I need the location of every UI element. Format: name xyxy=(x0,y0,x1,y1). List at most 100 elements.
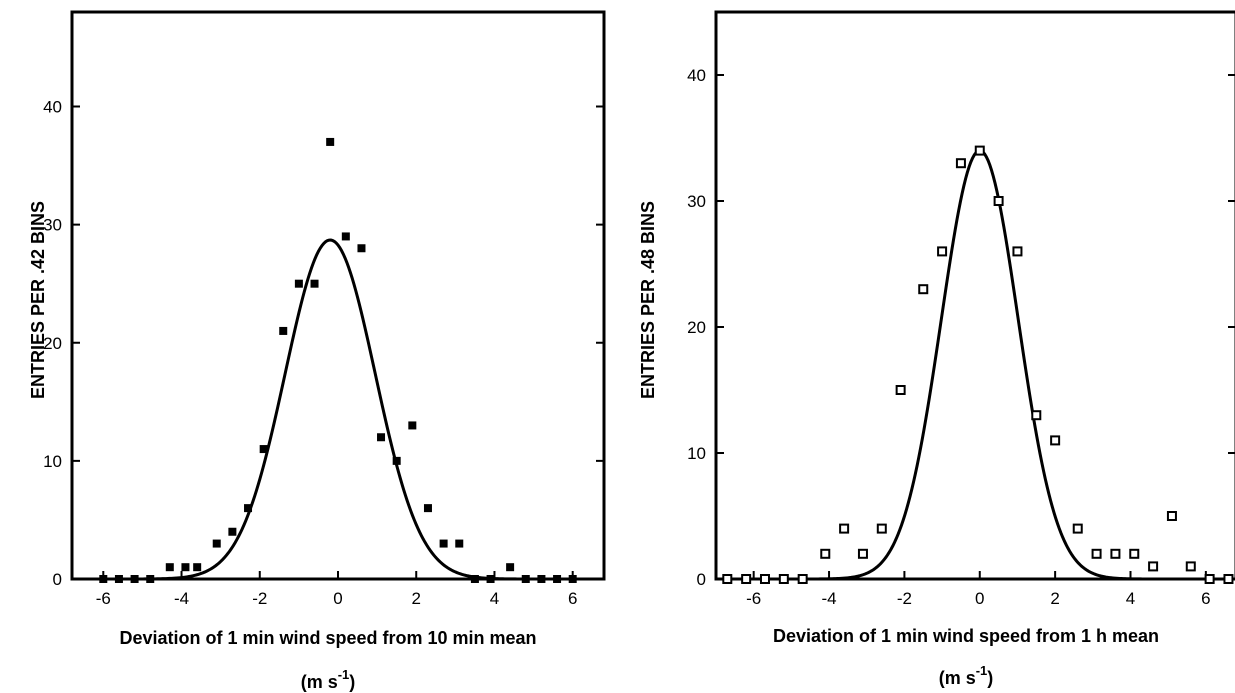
right-x-axis-label: Deviation of 1 min wind speed from 1 h m… xyxy=(773,626,1159,646)
left-data-point xyxy=(193,563,202,572)
left-data-point xyxy=(392,456,401,465)
right-fit-curve xyxy=(716,149,1235,581)
left-x-tick-label: -6 xyxy=(96,589,111,608)
right-data-point xyxy=(1091,548,1102,559)
right-y-axis-label: ENTRIES PER .48 BINS xyxy=(638,201,658,399)
right-data-point xyxy=(797,574,808,584)
right-x-tick-label: 6 xyxy=(1201,589,1210,608)
left-data-point xyxy=(568,575,577,583)
left-x-tick-label: 4 xyxy=(490,589,499,608)
left-data-point xyxy=(357,244,366,253)
right-y-tick-label: 20 xyxy=(687,318,706,337)
left-y-tick-label: 0 xyxy=(53,570,62,589)
right-data-point xyxy=(876,523,887,534)
left-data-point xyxy=(212,539,221,548)
left-data-point xyxy=(259,445,268,454)
left-x-tick-label: 2 xyxy=(412,589,421,608)
right-y-tick-label: 30 xyxy=(687,192,706,211)
left-y-tick-label: 10 xyxy=(43,452,62,471)
left-fit-curve xyxy=(72,238,604,581)
right-data-point xyxy=(1110,548,1121,559)
right-data-point xyxy=(895,385,906,395)
left-data-point xyxy=(455,539,464,548)
right-data-point xyxy=(1148,561,1159,572)
right-data-point xyxy=(722,574,733,584)
right-data-point xyxy=(974,145,985,156)
left-data-point xyxy=(310,279,319,288)
right-data-point xyxy=(993,196,1004,206)
left-data-point xyxy=(423,504,432,513)
right-data-point xyxy=(918,284,929,295)
right-data-point xyxy=(1031,410,1042,421)
left-data-point xyxy=(439,539,448,548)
right-data-point xyxy=(839,523,850,534)
left-chart: 0 10 20 30 40 -6 -4 -2 0 2 4 6 ENTRIES PER .42 BIN… xyxy=(28,10,606,692)
right-data-point xyxy=(778,574,789,584)
right-x-tick-label: -6 xyxy=(746,589,761,608)
left-data-point xyxy=(341,232,350,241)
right-data-point xyxy=(1012,246,1023,257)
right-data-points xyxy=(722,145,1234,584)
right-y-axis: 0 10 20 30 40 xyxy=(687,66,1235,589)
right-data-point xyxy=(1204,574,1215,584)
left-data-point xyxy=(130,575,139,583)
left-y-tick-label: 20 xyxy=(43,334,62,353)
right-x-tick-label: -2 xyxy=(897,589,912,608)
right-data-point xyxy=(1072,523,1083,534)
left-data-point xyxy=(279,326,288,335)
left-x-tick-label: -4 xyxy=(174,589,189,608)
left-x-axis-label: Deviation of 1 min wind speed from 10 mi… xyxy=(119,628,536,648)
left-data-point xyxy=(521,575,530,583)
left-x-axis-unit: (m s-1) xyxy=(301,667,356,692)
left-data-point xyxy=(99,575,108,583)
right-x-tick-label: 0 xyxy=(975,589,984,608)
left-x-axis: -6 -4 -2 0 2 4 6 xyxy=(96,571,577,608)
right-data-point xyxy=(1166,511,1177,521)
left-data-point xyxy=(146,575,155,583)
right-data-point xyxy=(759,574,770,584)
right-data-point xyxy=(741,574,752,584)
right-data-point xyxy=(857,548,868,559)
right-x-tick-label: 2 xyxy=(1050,589,1059,608)
right-x-tick-label: 4 xyxy=(1126,589,1135,608)
left-data-point xyxy=(506,563,515,572)
left-data-points xyxy=(99,137,577,583)
right-y-tick-label: 40 xyxy=(687,66,706,85)
left-data-point xyxy=(181,563,190,572)
left-data-point xyxy=(326,137,335,146)
left-data-point xyxy=(537,575,546,583)
right-x-axis: -6 -4 -2 0 2 4 6 xyxy=(746,571,1211,608)
left-y-axis: 0 10 20 30 40 xyxy=(43,98,604,589)
right-data-point xyxy=(1129,548,1140,559)
left-data-point xyxy=(294,279,303,288)
left-data-point xyxy=(114,575,123,583)
left-data-point xyxy=(470,575,479,583)
right-data-point xyxy=(1050,435,1061,446)
left-data-point xyxy=(553,575,562,583)
left-y-tick-label: 30 xyxy=(43,216,62,235)
left-data-point xyxy=(377,433,386,442)
right-chart: 0 10 20 30 40 -6 -4 -2 0 2 4 6 ENTRIES PER .48 BIN… xyxy=(638,10,1235,688)
right-y-tick-label: 10 xyxy=(687,444,706,463)
right-data-point xyxy=(937,246,948,257)
right-data-point xyxy=(820,548,831,559)
left-x-tick-label: -2 xyxy=(252,589,267,608)
right-x-tick-label: -4 xyxy=(821,589,836,608)
left-data-point xyxy=(408,421,417,430)
right-plot-frame xyxy=(714,10,1235,581)
left-x-tick-label: 6 xyxy=(568,589,577,608)
right-data-point xyxy=(955,158,966,169)
right-y-tick-label: 0 xyxy=(697,570,706,589)
left-plot-frame xyxy=(70,10,606,581)
left-data-point xyxy=(165,563,174,572)
left-x-tick-label: 0 xyxy=(333,589,342,608)
right-x-axis-unit: (m s-1) xyxy=(939,663,994,688)
right-data-point xyxy=(1185,561,1196,572)
left-data-point xyxy=(244,504,253,513)
left-data-point xyxy=(486,575,495,583)
left-y-tick-label: 40 xyxy=(43,98,62,117)
right-data-point xyxy=(1223,574,1234,584)
left-data-point xyxy=(228,527,237,536)
left-y-axis-label: ENTRIES PER .42 BINS xyxy=(28,201,48,399)
